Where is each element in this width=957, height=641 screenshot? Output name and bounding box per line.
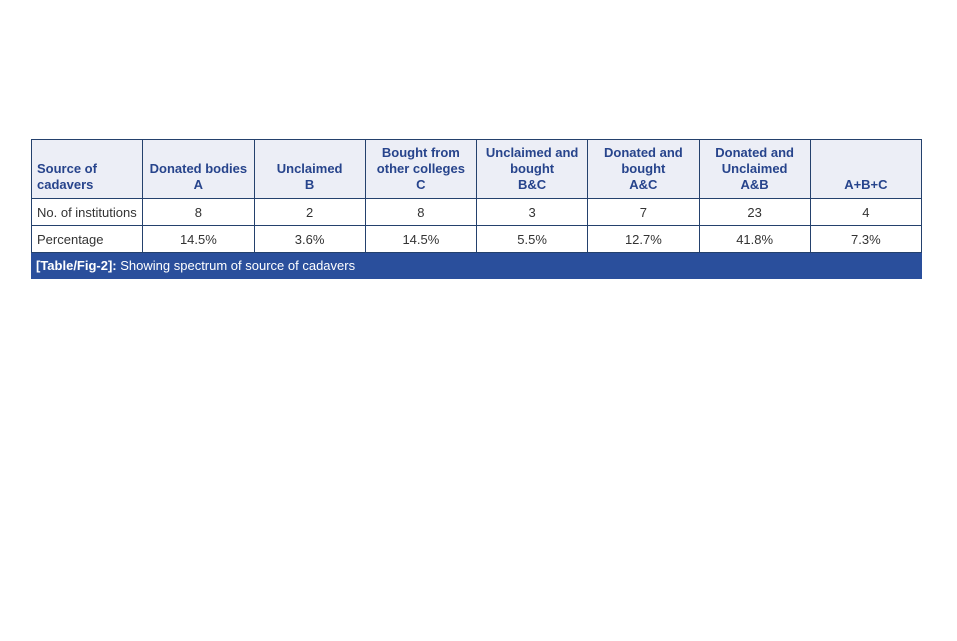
column-header-bc: Unclaimed and bought B&C [475,139,589,199]
table-cell: 7.3% [809,225,923,253]
column-header-source: Source of cadavers [30,139,144,199]
table-cell: 41.8% [698,225,811,253]
column-header-abc: A+B+C [809,139,923,199]
table-row-percentage: Percentage 14.5% 3.6% 14.5% 5.5% 12.7% 4… [30,225,923,253]
column-header-unclaimed-b: Unclaimed B [253,139,366,199]
table-row-institutions: No. of institutions 8 2 8 3 7 23 4 [30,198,923,226]
table-cell: 23 [698,198,811,226]
table-cell: 2 [253,198,366,226]
table-cell: 4 [809,198,923,226]
column-header-ab: Donated and Unclaimed A&B [698,139,811,199]
row-label: No. of institutions [30,198,144,226]
column-header-bought-c: Bought from other colleges C [364,139,478,199]
table-caption-text: Showing spectrum of source of cadavers [116,258,356,273]
table-cell: 8 [364,198,478,226]
header-row: Source of cadavers Donated bodies A Uncl… [30,139,923,199]
column-header-donated-a: Donated bodies A [142,139,255,199]
table-caption-label: [Table/Fig-2]: [36,258,117,273]
table-cell: 12.7% [587,225,700,253]
table-cell: 7 [587,198,700,226]
table-cell: 14.5% [142,225,255,253]
table-cell: 3 [475,198,589,226]
row-label: Percentage [30,225,144,253]
cadaver-source-table: Source of cadavers Donated bodies A Uncl… [30,139,923,253]
table-cell: 5.5% [475,225,589,253]
column-header-ac: Donated and bought A&C [587,139,700,199]
table-cell: 3.6% [253,225,366,253]
table-caption: [Table/Fig-2]: Showing spectrum of sourc… [31,253,922,279]
table-cell: 14.5% [364,225,478,253]
table-figure: Source of cadavers Donated bodies A Uncl… [30,139,923,279]
table-cell: 8 [142,198,255,226]
